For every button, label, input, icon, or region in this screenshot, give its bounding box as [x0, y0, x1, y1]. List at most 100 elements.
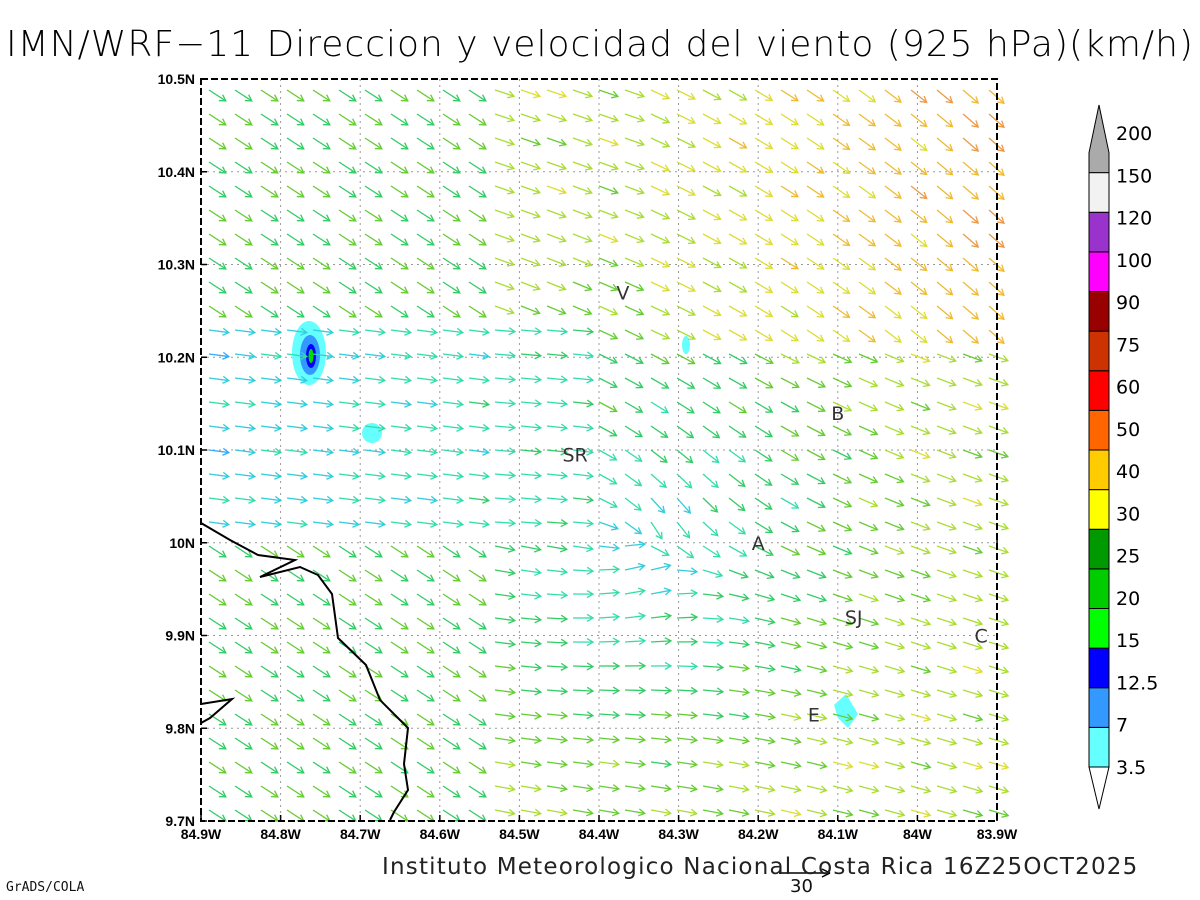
wind-arrow-icon	[884, 329, 902, 343]
wind-arrow-icon	[416, 809, 435, 822]
wind-arrow-icon	[468, 617, 487, 630]
wind-arrow-icon	[416, 785, 435, 798]
wind-arrow-icon	[728, 736, 751, 745]
wind-arrow-icon	[286, 689, 305, 702]
wind-arrow-icon	[962, 689, 984, 699]
wind-arrow-icon	[208, 809, 227, 822]
wind-arrow-icon	[780, 329, 800, 342]
wind-arrow-icon	[676, 449, 694, 464]
wind-arrow-icon	[624, 161, 646, 171]
wind-arrow-icon	[312, 233, 331, 246]
wind-arrow-icon	[702, 638, 725, 647]
wind-arrow-icon	[208, 185, 227, 198]
wind-arrow-icon	[338, 327, 361, 336]
wind-arrow-icon	[364, 545, 383, 558]
wind-arrow-icon	[754, 736, 776, 745]
wind-arrow-icon	[858, 209, 877, 223]
wind-arrow-icon	[962, 425, 983, 435]
wind-arrow-icon	[520, 639, 543, 648]
wind-arrow-icon	[390, 209, 409, 222]
wind-arrow-icon	[260, 761, 279, 774]
wind-arrow-icon	[442, 113, 461, 126]
wind-arrow-icon	[286, 569, 305, 582]
wind-arrow-icon	[364, 257, 383, 270]
wind-arrow-icon	[598, 137, 620, 147]
wind-arrow-icon	[780, 257, 800, 270]
wind-arrow-icon	[364, 471, 387, 480]
wind-arrow-icon	[390, 689, 409, 702]
wind-arrow-icon	[884, 161, 902, 175]
wind-arrow-icon	[338, 569, 357, 582]
wind-arrow-icon	[390, 257, 409, 270]
wind-arrow-icon	[988, 593, 1010, 603]
wind-arrow-icon	[936, 257, 954, 272]
wind-arrow-icon	[598, 710, 621, 720]
wind-arrow-icon	[728, 593, 750, 602]
wind-arrow-icon	[884, 209, 902, 223]
wind-arrow-icon	[858, 401, 879, 412]
x-tick-label: 84.1W	[818, 826, 859, 842]
wind-arrow-icon	[936, 761, 958, 770]
wind-arrow-icon	[260, 689, 279, 702]
wind-arrow-icon	[910, 641, 932, 651]
wind-arrow-icon	[754, 185, 774, 197]
wind-arrow-icon	[520, 327, 543, 336]
wind-arrow-icon	[780, 761, 802, 770]
wind-arrow-icon	[728, 353, 748, 365]
wind-arrow-icon	[546, 113, 568, 123]
wind-arrow-icon	[442, 137, 461, 150]
wind-arrow-icon	[442, 305, 461, 318]
wind-arrow-icon	[962, 809, 984, 818]
wind-arrow-icon	[572, 447, 595, 456]
wind-arrow-icon	[702, 808, 724, 817]
wind-arrow-icon	[702, 281, 722, 293]
wind-arrow-icon	[208, 161, 227, 174]
wind-arrow-icon	[364, 519, 387, 528]
wind-arrow-icon	[468, 713, 487, 726]
wind-arrow-icon	[962, 113, 980, 128]
wind-arrow-icon	[780, 401, 800, 413]
wind-arrow-icon	[676, 497, 692, 514]
wind-arrow-icon	[234, 423, 257, 432]
wind-arrow-icon	[494, 185, 516, 195]
wind-arrow-icon	[390, 185, 409, 198]
wind-arrow-icon	[598, 401, 618, 413]
wind-arrow-icon	[520, 399, 543, 408]
colorbar-swatch	[1088, 568, 1110, 609]
wind-arrow-icon	[468, 737, 487, 750]
wind-arrow-icon	[780, 641, 802, 650]
wind-arrow-icon	[884, 113, 902, 127]
wind-arrow-icon	[208, 89, 227, 102]
wind-arrow-icon	[442, 617, 461, 630]
wind-arrow-icon	[806, 593, 828, 603]
wind-arrow-icon	[312, 89, 331, 102]
wind-arrow-icon	[494, 544, 516, 553]
wind-arrow-icon	[494, 209, 516, 219]
wind-arrow-icon	[208, 375, 231, 384]
wind-arrow-icon	[312, 761, 331, 774]
wind-arrow-icon	[754, 473, 773, 486]
wind-arrow-icon	[702, 305, 722, 317]
wind-arrow-icon	[572, 209, 593, 219]
wind-arrow-icon	[468, 257, 487, 270]
colorbar-label: 150	[1116, 165, 1152, 187]
wind-arrow-icon	[442, 593, 461, 606]
colorbar-swatch	[1088, 726, 1110, 768]
wind-arrow-icon	[780, 209, 800, 222]
wind-arrow-icon	[312, 375, 335, 384]
wind-arrow-icon	[390, 519, 413, 528]
wind-arrow-icon	[442, 257, 461, 270]
wind-arrow-icon	[754, 89, 774, 101]
y-tick-label: 10.1N	[158, 442, 195, 458]
wind-arrow-icon	[468, 545, 487, 558]
wind-arrow-icon	[832, 113, 851, 127]
wind-arrow-icon	[208, 281, 227, 294]
wind-arrow-icon	[442, 471, 465, 480]
wind-arrow-icon	[702, 233, 722, 245]
colorbar: 3.5 7 12.5 15 20 25 30 40 50 60 75 90 100 120 150 200	[1088, 104, 1158, 810]
wind-arrow-icon	[208, 305, 227, 318]
wind-arrow-icon	[624, 377, 644, 389]
wind-arrow-icon	[988, 641, 1010, 651]
wind-arrow-icon	[546, 735, 569, 744]
wind-arrow-icon	[858, 545, 879, 556]
